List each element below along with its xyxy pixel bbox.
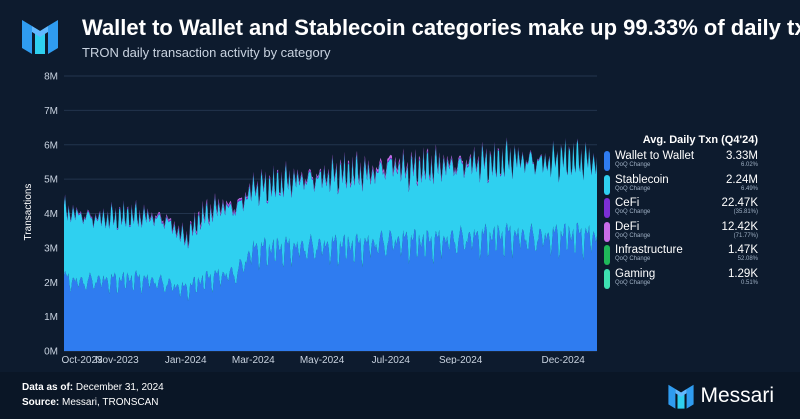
legend-item: CeFi QoQ Change 22.47K (35.81%)	[604, 197, 794, 221]
legend-value: 2.24M	[726, 173, 758, 186]
legend-swatch	[604, 151, 610, 171]
x-tick-label: Jan-2024	[165, 355, 207, 364]
y-tick-label: 2M	[44, 278, 58, 289]
legend-swatch	[604, 198, 610, 218]
legend-series-name: Gaming	[615, 267, 656, 280]
legend-change-label: QoQ Change	[615, 209, 651, 215]
source-label: Source:	[22, 397, 60, 408]
legend-value: 22.47K	[721, 197, 758, 209]
legend-swatch	[604, 268, 610, 289]
legend-change: (35.81%)	[733, 209, 758, 215]
y-tick-label: 0M	[44, 347, 58, 358]
legend-series-name: CeFi	[615, 197, 640, 209]
x-tick-label: Nov-2023	[95, 355, 139, 364]
legend-title: Avg. Daily Txn (Q4'24)	[642, 134, 758, 146]
y-tick-label: 6M	[44, 140, 58, 151]
legend-item: Gaming QoQ Change 1.29K 0.51%	[604, 268, 794, 292]
legend-change-label: QoQ Change	[615, 232, 651, 239]
x-tick-label: Oct-2023	[61, 355, 103, 364]
y-axis-label: Transactions	[23, 184, 34, 241]
messari-brand-icon	[668, 384, 695, 409]
area-series-wallet-to-wallet	[64, 222, 597, 351]
x-tick-label: Mar-2024	[232, 355, 275, 364]
legend-change: (71.77%)	[733, 232, 758, 239]
legend-value: 1.47K	[727, 244, 758, 256]
y-tick-label: 8M	[44, 72, 58, 83]
legend-item: Wallet to Wallet QoQ Change 3.33M 6.02%	[604, 150, 794, 174]
chart-title: Wallet to Wallet and Stablecoin categori…	[82, 15, 800, 40]
legend-swatch	[604, 245, 610, 265]
y-tick-label: 3M	[44, 243, 58, 254]
chart-area: 0M 1M 2M 3M 4M 5M 6M 7M 8M Oct-2023 Nov-2023 Jan-2…	[0, 64, 800, 366]
legend-change-label: QoQ Change	[615, 256, 651, 262]
legend-change: 0.51%	[740, 279, 758, 286]
legend-item: Stablecoin QoQ Change 2.24M 6.49%	[604, 174, 794, 198]
legend-swatch	[604, 174, 610, 195]
legend-change-label: QoQ Change	[615, 162, 651, 168]
messari-logo-icon	[22, 20, 58, 54]
x-tick-label: Jul-2024	[372, 355, 411, 364]
y-tick-label: 1M	[44, 312, 58, 323]
legend-change: 6.49%	[740, 185, 758, 192]
legend-change-label: QoQ Change	[615, 279, 651, 286]
x-tick-label: Dec-2024	[542, 355, 586, 364]
y-tick-label: 4M	[44, 209, 58, 220]
legend-value: 3.33M	[726, 150, 758, 162]
legend-series-name: Stablecoin	[615, 173, 669, 186]
legend-value: 12.42K	[721, 220, 758, 233]
legend-series-name: DeFi	[615, 220, 640, 233]
x-tick-label: May-2024	[300, 355, 345, 364]
legend-series-name: Wallet to Wallet	[615, 150, 695, 162]
data-date-line: Data as of: December 31, 2024	[22, 382, 164, 393]
footer: Data as of: December 31, 2024 Source: Me…	[0, 372, 800, 419]
legend: Avg. Daily Txn (Q4'24) Wallet to Wallet Q…	[604, 134, 794, 291]
x-tick-label: Sep-2024	[439, 355, 483, 364]
area-series-stablecoin	[64, 139, 597, 301]
legend-swatch	[604, 221, 610, 242]
legend-series-name: Infrastructure	[615, 244, 683, 256]
data-date-label: Data as of:	[22, 382, 74, 393]
legend-item: Infrastructure QoQ Change 1.47K 52.08%	[604, 244, 794, 268]
y-tick-label: 7M	[44, 106, 58, 117]
source-value: Messari, TRONSCAN	[62, 397, 159, 408]
legend-value: 1.29K	[727, 267, 758, 280]
brand: Messari	[668, 382, 774, 410]
data-date-value: December 31, 2024	[75, 382, 164, 393]
legend-change-label: QoQ Change	[615, 185, 651, 192]
chart-subtitle: TRON daily transaction activity by categ…	[82, 45, 331, 60]
legend-change: 6.02%	[740, 162, 758, 168]
header: Wallet to Wallet and Stablecoin categori…	[0, 0, 800, 70]
brand-name: Messari	[700, 384, 774, 407]
y-tick-label: 5M	[44, 175, 58, 186]
legend-change: 52.08%	[737, 256, 758, 262]
legend-item: DeFi QoQ Change 12.42K (71.77%)	[604, 221, 794, 245]
source-line: Source: Messari, TRONSCAN	[22, 397, 159, 408]
